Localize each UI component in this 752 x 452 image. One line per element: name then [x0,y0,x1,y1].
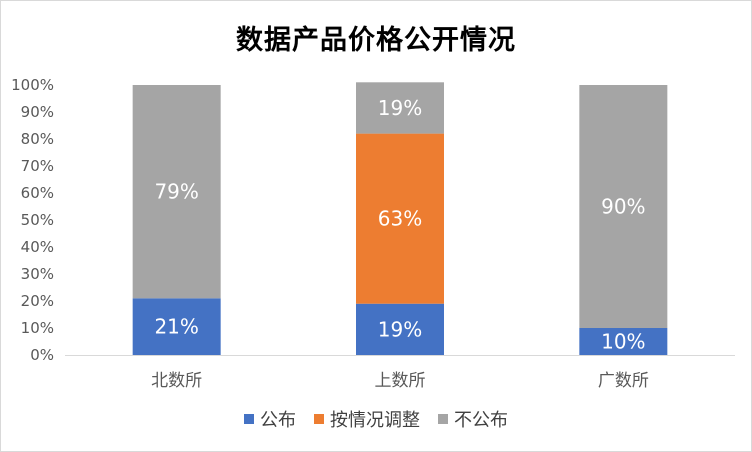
x-tick-label: 上数所 [375,371,426,391]
y-tick-label: 30% [21,265,54,283]
bar-segment [356,133,444,304]
legend-label: 公布 [260,410,296,431]
data-label: 63% [378,207,422,231]
data-label: 90% [601,195,645,219]
bar-segment [579,85,668,328]
y-tick-label: 90% [21,103,54,121]
y-tick-label: 0% [30,346,54,364]
bar-segment [356,82,444,134]
legend-swatch [438,414,448,424]
legend-swatch [244,414,254,424]
data-label: 19% [378,96,422,120]
legend-item: 不公布 [438,406,508,432]
chart-title: 数据产品价格公开情况 [236,25,516,56]
bar-segment [132,85,221,299]
y-tick-label: 20% [21,292,54,310]
y-tick-label: 100% [11,76,54,94]
data-label: 79% [154,180,198,204]
data-label: 10% [601,330,645,354]
legend-item: 按情况调整 [314,406,420,432]
legend-label: 按情况调整 [330,410,420,431]
bar-segment [356,303,444,355]
bar-segment [579,328,668,355]
legend-swatch [314,414,324,424]
y-tick-label: 80% [21,130,54,148]
legend-item: 公布 [244,406,296,432]
bar-segment [132,298,221,355]
y-tick-label: 70% [21,157,54,175]
data-label: 21% [154,315,198,339]
y-tick-label: 50% [21,211,54,229]
y-tick-label: 10% [21,319,54,337]
legend-label: 不公布 [454,410,508,431]
x-tick-label: 广数所 [598,371,649,391]
x-tick-label: 北数所 [151,371,202,391]
y-tick-label: 40% [21,238,54,256]
data-label: 19% [378,317,422,341]
legend: 公布 按情况调整 不公布 [0,406,752,432]
y-tick-label: 60% [21,184,54,202]
